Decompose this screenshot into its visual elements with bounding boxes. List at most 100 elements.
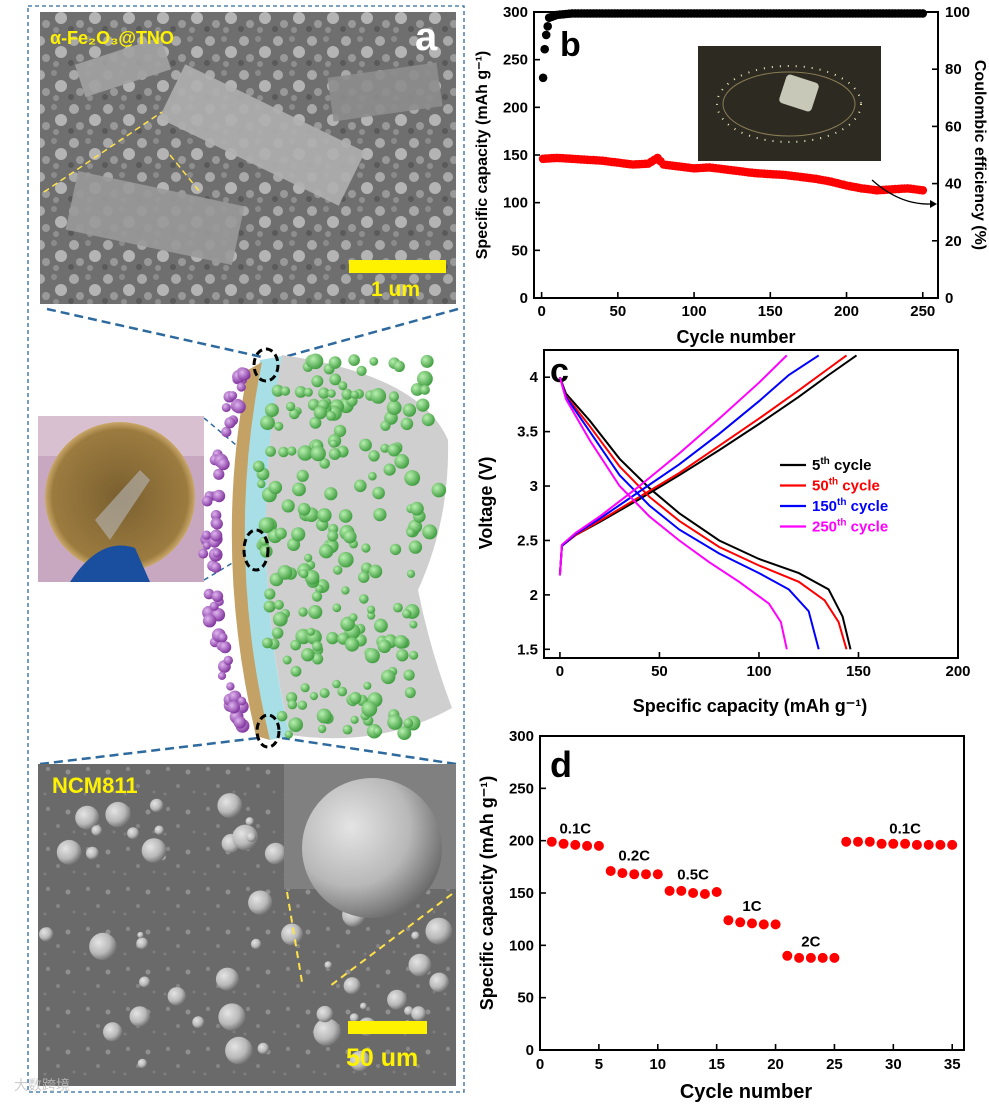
green-sphere: [388, 391, 399, 402]
panel-c-y-tick-label: 1.5: [517, 641, 538, 658]
particle: [217, 793, 243, 818]
green-sphere: [274, 599, 284, 610]
panel-b-x-tick-label: 50: [610, 303, 627, 320]
panel-b-letter: b: [560, 26, 581, 64]
panel-d-y-tick-label: 150: [509, 885, 534, 902]
panel-d-point: [676, 885, 687, 896]
panel-d-y-tick-label: 100: [509, 937, 534, 954]
panel-b-point: [543, 22, 552, 31]
green-sphere: [311, 591, 323, 602]
purple-sphere: [237, 696, 247, 706]
green-sphere: [406, 569, 416, 578]
green-sphere: [420, 354, 434, 368]
panel-d-point: [794, 952, 805, 963]
green-sphere: [307, 353, 324, 370]
green-sphere: [271, 384, 284, 397]
particle: [103, 1022, 123, 1042]
particle: [360, 1002, 367, 1010]
top-image-label: α-Fe₂O₃@TNO: [50, 28, 174, 48]
particle: [225, 1036, 253, 1065]
panel-c-axes-frame: [543, 349, 959, 659]
particle: [248, 890, 273, 915]
particle: [150, 798, 164, 813]
panel-d-point: [935, 839, 946, 850]
green-sphere: [276, 710, 288, 722]
particle: [387, 989, 407, 1010]
green-sphere: [409, 620, 418, 629]
green-sphere: [381, 669, 396, 685]
particle: [127, 827, 140, 840]
panel-d-point: [688, 888, 699, 898]
highlight-circle: [252, 347, 280, 383]
discharge-curve: [558, 376, 852, 650]
panel-c-legend: 5th cycle 50th cycle 150th cycle 250th cycl…: [780, 456, 888, 536]
purple-sphere: [201, 530, 212, 540]
panel-c-y-tick-label: 3: [530, 478, 538, 495]
panel-d-point: [699, 889, 710, 899]
highlight-circle: [255, 713, 281, 749]
panel-b-x-tick-label: 250: [910, 303, 935, 320]
panel-b-ylabel2: Coulombic efficiency (%): [971, 60, 988, 250]
panel-d-y-tick-label: 200: [509, 833, 534, 850]
top-scale-bar: [349, 260, 446, 273]
green-sphere: [317, 724, 327, 734]
green-sphere: [383, 463, 396, 476]
purple-sphere: [236, 382, 246, 392]
panel-d-point: [546, 836, 557, 847]
discharge-curve: [558, 376, 788, 650]
particle: [411, 931, 420, 940]
bottom-scale-label: 50 um: [346, 1044, 418, 1072]
green-sphere: [287, 446, 297, 456]
legend-entry: 250th cycle: [812, 518, 888, 536]
green-sphere: [367, 605, 376, 614]
green-sphere: [409, 650, 419, 660]
green-sphere: [338, 381, 348, 391]
purple-sphere: [219, 641, 232, 654]
green-sphere: [284, 730, 293, 739]
particle: [324, 961, 332, 969]
green-sphere: [404, 470, 421, 486]
green-sphere: [327, 530, 339, 542]
discharge-curve: [558, 376, 848, 650]
green-sphere: [396, 649, 409, 662]
particle: [215, 967, 239, 991]
panel-c-chart: c 0 50 100 150 200 1.5 2 2.5 3 3.5 4 5th cycle 50th…: [476, 349, 971, 716]
particle: [105, 801, 131, 828]
panel-d-point: [582, 840, 593, 851]
particle: [39, 927, 54, 942]
particle: [246, 832, 257, 842]
green-sphere: [262, 637, 273, 649]
green-sphere: [397, 726, 412, 741]
green-sphere: [289, 408, 300, 420]
green-sphere: [368, 450, 380, 462]
green-sphere: [373, 726, 383, 737]
panel-d-x-tick-label: 0: [536, 1056, 544, 1073]
green-sphere: [304, 553, 313, 563]
green-sphere: [325, 410, 336, 421]
panel-b-point: [541, 30, 551, 40]
connector-line: [39, 736, 259, 766]
purple-sphere: [223, 655, 233, 666]
green-sphere: [380, 420, 391, 431]
sem-image-top: α-Fe₂O₃@TNO a 1 um: [40, 12, 456, 304]
panel-b-series-capacity: [538, 153, 928, 195]
green-sphere: [299, 569, 309, 579]
particle: [257, 1042, 269, 1055]
green-sphere: [402, 403, 417, 417]
connector-line: [283, 307, 459, 359]
green-sphere: [389, 543, 402, 556]
green-sphere: [264, 588, 276, 600]
particle: [218, 1003, 246, 1031]
green-sphere: [265, 446, 276, 457]
green-sphere: [290, 665, 302, 677]
top-scale-label: 1 um: [371, 278, 420, 301]
panel-b-ylabel: Specific capacity (mAh g⁻¹): [474, 51, 491, 260]
green-sphere: [306, 627, 315, 636]
panel-d-x-tick-label: 25: [826, 1056, 843, 1073]
charge-curve: [558, 354, 788, 576]
green-sphere: [275, 527, 287, 540]
green-sphere: [364, 648, 380, 664]
particle: [141, 838, 167, 863]
panel-b-y-tick-label: 300: [503, 4, 528, 21]
